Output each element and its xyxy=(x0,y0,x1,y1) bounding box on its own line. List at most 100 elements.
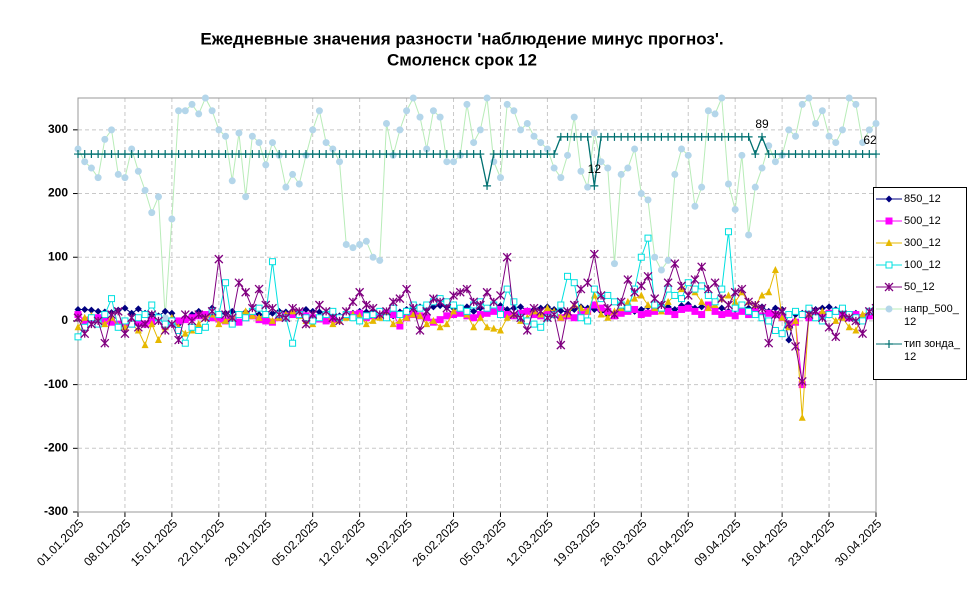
x-tick-label: 02.04.2025 xyxy=(644,516,697,569)
marker xyxy=(456,309,464,317)
marker xyxy=(302,305,310,313)
marker xyxy=(691,202,699,210)
marker xyxy=(161,150,170,159)
marker xyxy=(490,324,498,332)
marker xyxy=(590,301,598,309)
marker xyxy=(651,307,659,315)
marker xyxy=(308,150,317,159)
marker xyxy=(623,275,633,284)
marker xyxy=(450,311,458,319)
marker xyxy=(872,150,880,159)
marker xyxy=(108,318,116,326)
marker xyxy=(510,298,518,306)
marker xyxy=(450,307,458,315)
marker xyxy=(556,340,566,350)
marker xyxy=(222,279,230,287)
marker xyxy=(603,132,612,141)
legend-label: тип зонда_12 xyxy=(904,338,960,363)
marker xyxy=(845,94,853,102)
marker xyxy=(455,287,465,297)
marker xyxy=(294,306,304,316)
marker xyxy=(678,145,686,153)
marker xyxy=(450,301,458,309)
marker xyxy=(858,150,867,159)
marker xyxy=(858,329,868,339)
marker xyxy=(476,126,484,134)
x-tick-label: 30.04.2025 xyxy=(832,516,885,569)
marker xyxy=(771,326,779,334)
marker xyxy=(557,307,565,315)
marker xyxy=(342,150,351,159)
marker xyxy=(234,150,243,159)
marker xyxy=(537,139,545,147)
marker xyxy=(811,150,820,159)
marker xyxy=(550,150,559,159)
marker xyxy=(825,150,834,159)
marker xyxy=(771,150,780,159)
marker xyxy=(845,323,853,331)
marker xyxy=(295,150,304,159)
marker xyxy=(87,164,95,172)
marker xyxy=(382,150,391,159)
marker xyxy=(175,317,183,325)
marker xyxy=(690,275,700,284)
marker xyxy=(738,301,746,309)
marker xyxy=(671,291,679,299)
marker xyxy=(396,322,404,330)
marker xyxy=(167,319,177,329)
marker xyxy=(503,313,511,321)
marker xyxy=(517,309,525,317)
marker xyxy=(255,313,263,321)
marker xyxy=(113,306,123,316)
marker xyxy=(798,150,807,159)
legend-icon xyxy=(876,282,902,292)
marker xyxy=(443,158,451,166)
marker xyxy=(617,309,625,317)
marker xyxy=(785,336,793,344)
marker xyxy=(188,150,196,159)
marker xyxy=(684,151,692,159)
marker xyxy=(677,281,686,291)
marker xyxy=(389,320,397,328)
marker xyxy=(355,287,365,297)
marker xyxy=(624,164,632,172)
marker xyxy=(348,150,357,159)
marker xyxy=(329,320,337,328)
marker xyxy=(785,311,793,319)
marker xyxy=(604,291,612,299)
marker xyxy=(831,150,840,159)
marker xyxy=(463,100,471,108)
marker xyxy=(442,303,452,313)
marker xyxy=(617,170,625,178)
marker xyxy=(711,132,720,141)
marker xyxy=(315,314,323,322)
marker xyxy=(261,300,271,310)
marker xyxy=(235,129,243,137)
marker xyxy=(195,110,203,118)
marker xyxy=(731,132,740,141)
marker xyxy=(825,303,833,311)
marker xyxy=(134,305,142,313)
marker xyxy=(577,314,585,322)
marker xyxy=(604,164,612,172)
marker xyxy=(711,307,719,315)
marker xyxy=(502,252,512,262)
marker xyxy=(731,312,739,320)
marker xyxy=(134,314,142,322)
marker xyxy=(208,150,217,159)
marker xyxy=(777,306,787,316)
marker xyxy=(335,316,344,326)
marker xyxy=(322,317,330,325)
marker xyxy=(114,150,123,159)
marker xyxy=(670,132,679,141)
y-tick-label: 300 xyxy=(48,122,68,136)
legend-icon xyxy=(876,340,902,348)
marker xyxy=(121,304,129,312)
marker xyxy=(127,150,136,159)
marker xyxy=(718,311,726,319)
legend-icon xyxy=(876,217,902,225)
marker xyxy=(141,341,149,349)
marker xyxy=(671,311,679,319)
series-line xyxy=(78,135,876,187)
marker xyxy=(549,310,559,320)
